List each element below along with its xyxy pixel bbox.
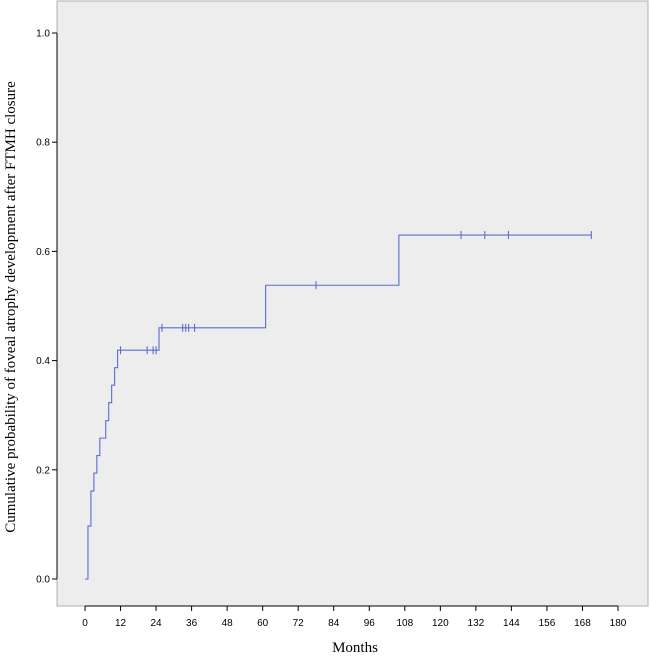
y-tick-label: 0.0 — [36, 575, 50, 586]
x-tick-label: 144 — [503, 618, 520, 629]
x-tick-label: 132 — [468, 618, 485, 629]
y-tick-label: 0.4 — [36, 356, 50, 367]
x-tick-label: 72 — [293, 618, 305, 629]
x-axis: 0 12 24 36 48 60 72 84 96 108 120 132 144 156 168 180 — [82, 605, 627, 629]
x-tick-label: 96 — [364, 618, 376, 629]
x-tick-label: 180 — [610, 618, 627, 629]
x-tick-label: 84 — [328, 618, 340, 629]
y-tick-label: 0.2 — [36, 465, 50, 476]
x-tick-label: 60 — [257, 618, 269, 629]
y-tick-label: 0.6 — [36, 247, 50, 258]
x-tick-label: 0 — [82, 618, 88, 629]
y-axis: 0.0 0.2 0.4 0.6 0.8 1.0 — [36, 29, 58, 586]
y-axis-title: Cumulative probability of foveal atrophy… — [3, 81, 19, 533]
x-tick-label: 120 — [432, 618, 449, 629]
y-tick-label: 0.8 — [36, 138, 50, 149]
survival-step-line — [85, 234, 592, 580]
series-layer — [85, 234, 592, 580]
y-tick-label: 1.0 — [36, 29, 50, 40]
x-tick-label: 48 — [222, 618, 234, 629]
x-tick-label: 156 — [539, 618, 556, 629]
x-tick-label: 36 — [186, 618, 198, 629]
x-tick-label: 168 — [574, 618, 591, 629]
censor-marks — [119, 231, 592, 355]
x-tick-label: 12 — [115, 618, 127, 629]
x-tick-label: 24 — [151, 618, 163, 629]
x-tick-label: 108 — [396, 618, 413, 629]
plot-background — [56, 0, 649, 607]
x-axis-title: Months — [332, 640, 378, 656]
